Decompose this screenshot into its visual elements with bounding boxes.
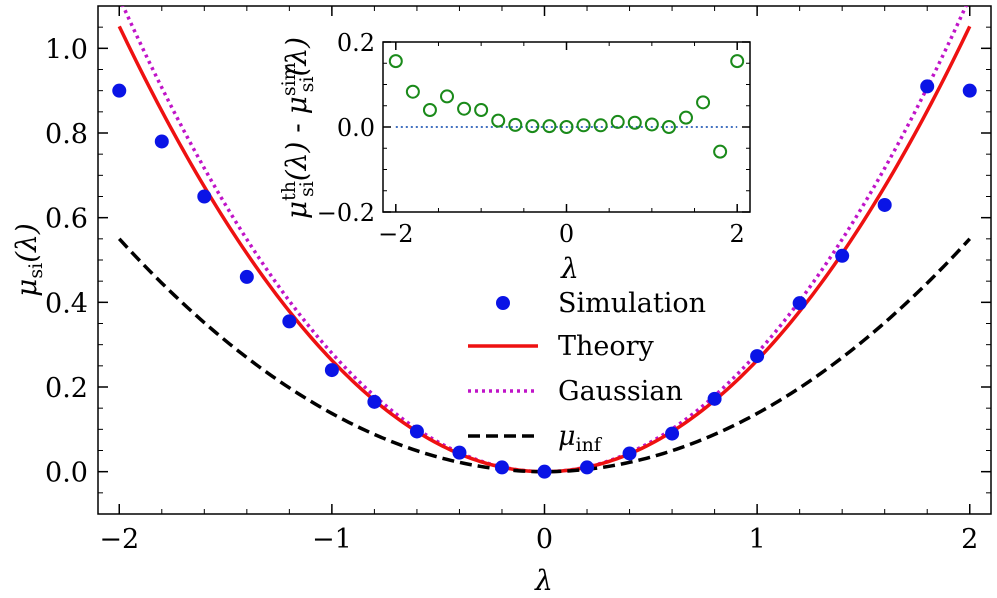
inset-x-tick-label: 0 xyxy=(559,220,574,248)
simulation-point xyxy=(920,79,935,94)
simulation-point xyxy=(877,197,892,212)
y-tick-label: 0.6 xyxy=(45,204,88,235)
simulation-point xyxy=(409,424,424,439)
simulation-point xyxy=(239,269,254,284)
residual-point xyxy=(559,120,574,134)
inset-chart: −2 0 2 −0.2 0.0 0.2 λ μthsi(λ) - μsimsi(λ) xyxy=(278,29,751,285)
residual-point xyxy=(440,89,455,104)
simulation-point xyxy=(580,460,595,475)
inset-x-tick-label: −2 xyxy=(378,220,413,248)
simulation-point xyxy=(197,189,212,204)
residual-point xyxy=(457,101,472,116)
x-tick-label: −2 xyxy=(99,524,139,555)
legend-item-theory: Theory xyxy=(468,331,655,362)
simulation-point xyxy=(962,83,977,98)
residual-point xyxy=(388,54,403,69)
y-tick-label: 0.4 xyxy=(45,288,88,319)
residual-point xyxy=(525,119,540,134)
inset-y-tick-label: −0.2 xyxy=(317,199,375,227)
residual-point xyxy=(627,115,642,130)
y-axis-label: μsi(λ) xyxy=(10,223,47,297)
simulation-point xyxy=(622,446,637,461)
y-tick-label: 0.2 xyxy=(45,373,88,404)
legend-item-simulation: Simulation xyxy=(496,288,706,319)
residual-point xyxy=(422,103,437,117)
residual-point xyxy=(644,117,659,132)
residual-point xyxy=(405,84,420,99)
legend-marker-simulation xyxy=(496,296,510,310)
inset-x-tick-label: 2 xyxy=(730,220,745,248)
residual-point xyxy=(661,120,676,134)
y-tick-label: 0.0 xyxy=(45,458,88,489)
main-points xyxy=(112,79,977,479)
simulation-point xyxy=(707,391,722,406)
x-tick-label: 2 xyxy=(961,524,978,555)
simulation-point xyxy=(282,314,297,329)
simulation-point xyxy=(154,134,169,149)
inset-y-tick-label: 0.0 xyxy=(337,114,375,142)
simulation-point xyxy=(452,445,467,460)
residual-point xyxy=(474,103,489,117)
residual-point xyxy=(713,144,728,159)
legend-label-gaussian: Gaussian xyxy=(558,376,683,407)
simulation-point xyxy=(835,248,850,263)
residual-point xyxy=(576,118,591,133)
x-axis-label: λ xyxy=(534,564,553,597)
inset-ticks: −2 0 2 −0.2 0.0 0.2 xyxy=(317,29,750,248)
inset-points xyxy=(388,54,745,159)
residual-point xyxy=(508,117,523,132)
simulation-point xyxy=(792,296,807,311)
x-tick-label: 1 xyxy=(749,524,766,555)
y-tick-label: 0.8 xyxy=(45,119,88,150)
residual-point xyxy=(730,54,745,69)
legend-label-simulation: Simulation xyxy=(558,288,706,319)
simulation-point xyxy=(537,464,552,479)
simulation-point xyxy=(750,349,765,364)
residual-point xyxy=(542,119,557,134)
simulation-point xyxy=(665,426,680,441)
y-tick-label: 1.0 xyxy=(45,34,88,65)
x-tick-label: 0 xyxy=(536,524,553,555)
legend-label-mu-inf: μinf xyxy=(558,421,603,456)
inset-y-axis-label: μthsi(λ) - μsimsi(λ) xyxy=(278,37,318,219)
legend: Simulation Theory Gaussian μinf xyxy=(468,288,706,456)
legend-item-gaussian: Gaussian xyxy=(468,376,683,407)
simulation-point xyxy=(112,83,127,98)
legend-item-mu-inf: μinf xyxy=(468,421,603,456)
main-ticks: −2 −1 0 1 2 0.0 0.2 0.4 0.6 0.8 1.0 xyxy=(45,6,991,555)
simulation-point xyxy=(324,363,339,378)
x-tick-label: −1 xyxy=(312,524,352,555)
residual-point xyxy=(696,95,711,110)
simulation-point xyxy=(367,394,382,409)
residual-point xyxy=(678,110,693,125)
residual-point xyxy=(610,114,625,129)
inset-y-tick-label: 0.2 xyxy=(337,29,375,57)
residual-point xyxy=(491,113,506,128)
legend-label-theory: Theory xyxy=(558,331,655,362)
residual-point xyxy=(593,118,608,133)
simulation-point xyxy=(494,460,509,475)
inset-x-axis-label: λ xyxy=(560,252,579,285)
